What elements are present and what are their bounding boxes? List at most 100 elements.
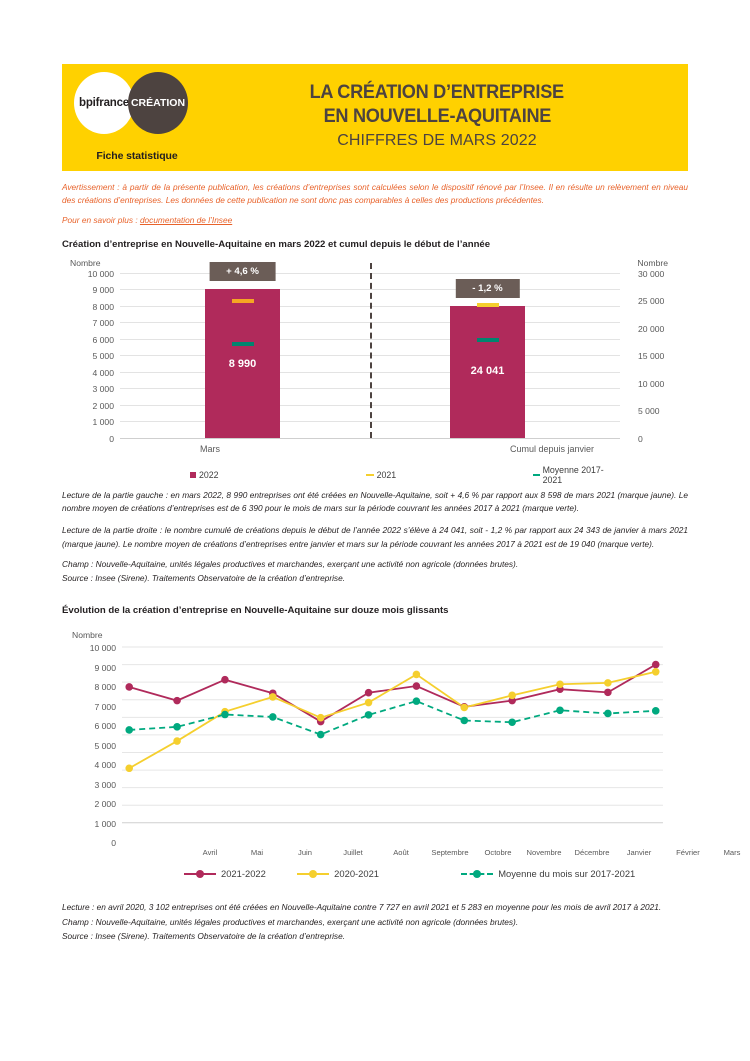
section2-note: Lecture : en avril 2020, 3 102 entrepris… bbox=[62, 902, 662, 913]
bar-y-tick-left: 8 000 bbox=[92, 301, 114, 312]
bar-y-tick-right: 30 000 bbox=[638, 268, 665, 279]
legend-dashed-line-marker-icon bbox=[461, 869, 494, 878]
legend-line-marker-icon bbox=[184, 869, 216, 878]
legend-label: 2022 bbox=[199, 469, 219, 480]
warning-text: Avertissement : à partir de la présente … bbox=[62, 182, 688, 205]
legend-item-2022: 2022 bbox=[190, 465, 366, 485]
header-title-line2: EN NOUVELLE-AQUITAINE bbox=[323, 105, 551, 127]
line-x-label: Mars bbox=[723, 848, 741, 858]
line-y-tick: 4 000 bbox=[94, 760, 116, 771]
header-banner: bpifrance CRÉATION Fiche statistique LA … bbox=[62, 64, 688, 171]
bar-y-tick-left: 6 000 bbox=[92, 334, 114, 345]
legend-label: 2021-2022 bbox=[221, 868, 266, 880]
line-y-tick: 7 000 bbox=[94, 701, 116, 712]
badge-mars: + 4,6 % bbox=[209, 262, 276, 282]
line-y-tick: 0 bbox=[111, 838, 116, 849]
bar-y-tick-left: 5 000 bbox=[92, 351, 114, 362]
line-x-label: Juin bbox=[298, 848, 312, 858]
bar-y-tick-left: 4 000 bbox=[92, 367, 114, 378]
legend-label: 2021 bbox=[376, 469, 397, 480]
line-chart: Nombre 10 000 9 000 8 000 7 000 6 000 5 … bbox=[62, 622, 740, 892]
header-tagline: Fiche statistique bbox=[96, 150, 178, 162]
badge-cumul: - 1,2 % bbox=[455, 278, 520, 298]
line-x-label: Janvier bbox=[626, 848, 652, 858]
line-x-label: Août bbox=[393, 848, 409, 858]
logo-zone: bpifrance CRÉATION Fiche statistique bbox=[62, 64, 212, 171]
line-y-tick: 9 000 bbox=[94, 662, 116, 673]
line-x-label: Juillet bbox=[343, 848, 363, 858]
bar-y-tick-right: 15 000 bbox=[638, 351, 665, 362]
warning-more: Pour en savoir plus : documentation de l… bbox=[62, 215, 688, 225]
line-y-tick: 2 000 bbox=[94, 799, 116, 810]
line-x-label: Avril bbox=[202, 848, 218, 858]
bar-y-tick-right: 10 000 bbox=[638, 378, 665, 389]
legend-label: 2020-2021 bbox=[334, 868, 380, 880]
creation-logo-dot-icon bbox=[158, 134, 161, 138]
header-subtitle: CHIFFRES DE MARS 2022 bbox=[337, 131, 537, 149]
line-x-label: Février bbox=[676, 848, 700, 858]
section2-title: Évolution de la création d’entreprise en… bbox=[62, 605, 449, 617]
legend-item-moyenne-mois: Moyenne du mois sur 2017-2021 bbox=[461, 868, 658, 879]
section1-source: Source : Insee (Sirene). Traitements Obs… bbox=[62, 573, 345, 584]
bar-y-tick-left: 7 000 bbox=[92, 318, 114, 329]
line-x-label: Décembre bbox=[574, 848, 610, 858]
bar-chart-left-axis-caption: Nombre bbox=[70, 257, 101, 268]
marker-2021-cumul bbox=[476, 303, 499, 308]
line-y-tick: 10 000 bbox=[89, 643, 116, 654]
bar-y-tick-left: 3 000 bbox=[92, 384, 114, 395]
bar-y-tick-left: 1 000 bbox=[92, 417, 114, 428]
bar-chart-legend: 2022 2021 Moyenne 2017-2021 bbox=[190, 465, 608, 485]
section1-title: Création d’entreprise en Nouvelle-Aquita… bbox=[62, 238, 491, 250]
section1-note-right: Lecture de la partie droite : le nombre … bbox=[62, 525, 688, 549]
legend-dash-icon bbox=[533, 473, 540, 476]
legend-item-2020-2021: 2020-2021 bbox=[297, 868, 461, 879]
bar-y-tick-right: 5 000 bbox=[638, 406, 660, 417]
line-x-label: Novembre bbox=[526, 848, 562, 858]
bpifrance-logo-text: bpifrance bbox=[79, 97, 129, 109]
legend-label: Moyenne du mois sur 2017-2021 bbox=[498, 868, 636, 880]
creation-logo: CRÉATION bbox=[128, 72, 188, 138]
bar-x-label-cumul: Cumul depuis janvier bbox=[509, 443, 595, 454]
line-x-label: Octobre bbox=[484, 848, 512, 858]
line-y-tick: 3 000 bbox=[94, 779, 116, 790]
bar-y-tick-right: 25 000 bbox=[638, 296, 665, 307]
bar-y-tick-left: 0 bbox=[109, 433, 114, 444]
line-x-label: Mai bbox=[250, 848, 264, 858]
legend-label: Moyenne 2017-2021 bbox=[542, 464, 604, 485]
bar-x-label-mars: Mars bbox=[200, 443, 220, 454]
header-title-block: LA CRÉATION D’ENTREPRISE EN NOUVELLE-AQU… bbox=[212, 64, 688, 171]
document-page: bpifrance CRÉATION Fiche statistique LA … bbox=[0, 64, 750, 1061]
line-plot-area bbox=[122, 647, 663, 842]
legend-item-moyenne: Moyenne 2017-2021 bbox=[533, 465, 608, 485]
bar-y-tick-right: 0 bbox=[638, 433, 643, 444]
section2-champ: Champ : Nouvelle-Aquitaine, unités légal… bbox=[62, 916, 519, 927]
bar-y-tick-left: 2 000 bbox=[92, 400, 114, 411]
bar-value-mars: 8 990 bbox=[228, 357, 257, 370]
logo-circles: bpifrance CRÉATION bbox=[62, 72, 212, 138]
section2-source: Source : Insee (Sirene). Traitements Obs… bbox=[62, 930, 345, 941]
bar-mars: + 4,6 % 8 990 bbox=[205, 262, 280, 438]
section1-champ: Champ : Nouvelle-Aquitaine, unités légal… bbox=[62, 558, 519, 569]
legend-line-marker-icon bbox=[297, 869, 330, 878]
bar-chart: Nombre Nombre 10 000 9 000 8 000 7 000 6… bbox=[62, 257, 688, 485]
header-title-line1: LA CRÉATION D’ENTREPRISE bbox=[309, 81, 565, 104]
bar-cumul: - 1,2 % 24 041 bbox=[450, 278, 525, 438]
legend-item-2021-2022: 2021-2022 bbox=[132, 868, 297, 879]
line-y-tick: 6 000 bbox=[94, 721, 116, 732]
bar-chart-right-axis-caption: Nombre bbox=[637, 257, 668, 268]
warning-more-prefix: Pour en savoir plus : bbox=[62, 214, 140, 225]
legend-square-icon bbox=[190, 471, 196, 478]
bar-y-tick-left: 9 000 bbox=[92, 285, 114, 296]
bpifrance-logo: bpifrance bbox=[74, 72, 134, 138]
line-y-tick: 1 000 bbox=[94, 818, 116, 829]
insee-documentation-link[interactable]: documentation de l’Insee bbox=[139, 214, 233, 225]
marker-moyenne-mars bbox=[231, 342, 254, 347]
bar-value-cumul: 24 041 bbox=[470, 364, 505, 377]
bar-plot-area: + 4,6 % 8 990 - 1,2 % 24 041 bbox=[120, 262, 620, 439]
line-x-label: Septembre bbox=[431, 848, 469, 858]
line-y-tick: 8 000 bbox=[94, 682, 116, 693]
legend-item-2021: 2021 bbox=[365, 465, 533, 485]
line-chart-axis-caption: Nombre bbox=[72, 630, 103, 641]
chart-divider bbox=[370, 262, 372, 438]
line-y-tick: 5 000 bbox=[94, 740, 116, 751]
